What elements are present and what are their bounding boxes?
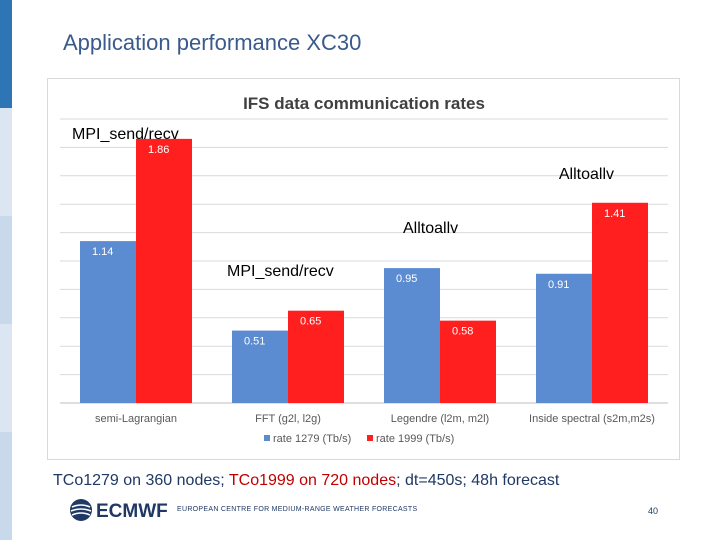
x-tick-label: Legendre (l2m, m2l) xyxy=(391,413,489,425)
bar xyxy=(384,268,440,403)
bar-value-label: 1.86 xyxy=(148,144,169,156)
annotation-alltoallv: Alltoallv xyxy=(403,220,458,237)
x-tick-label: FFT (g2l, l2g) xyxy=(255,413,321,425)
side-band-segment xyxy=(0,432,12,540)
caption: TCo1279 on 360 nodes; TCo1999 on 720 nod… xyxy=(53,472,559,490)
side-band-segment xyxy=(0,0,12,108)
bar xyxy=(288,310,344,403)
caption-rest: ; dt=450s; 48h forecast xyxy=(396,472,560,489)
x-tick-label: Inside spectral (s2m,m2s) xyxy=(529,413,655,425)
slide-title: Application performance XC30 xyxy=(63,30,362,55)
side-band-segment xyxy=(0,216,12,324)
page-number: 40 xyxy=(648,506,659,516)
side-band-segment xyxy=(0,324,12,432)
bar xyxy=(136,138,192,403)
bar-value-label: 1.41 xyxy=(604,208,625,220)
chart-title: IFS data communication rates xyxy=(243,94,485,113)
bar-value-label: 0.58 xyxy=(452,326,473,338)
bar xyxy=(536,273,592,403)
bar-value-label: 0.65 xyxy=(300,316,321,328)
annotation-alltoallv: Alltoallv xyxy=(559,166,614,183)
bar-value-label: 0.91 xyxy=(548,279,569,291)
bar-value-label: 0.51 xyxy=(244,336,265,348)
bar xyxy=(232,330,288,403)
legend-swatch xyxy=(367,435,373,441)
chart-frame: 1.14 1.86 semi-Lagrangian 0.51 0.65 FFT (g2l,… xyxy=(47,78,680,460)
logo-text: ECMWF xyxy=(96,501,168,522)
slide-side-band xyxy=(0,0,12,540)
bar-chart: 1.14 1.86 semi-Lagrangian 0.51 0.65 FFT (g2l,… xyxy=(60,94,668,445)
bar xyxy=(592,202,648,403)
legend-label: rate 1999 (Tb/s) xyxy=(376,433,454,445)
caption-separator: ; xyxy=(220,472,225,489)
legend-swatch xyxy=(264,435,270,441)
caption-part-1: TCo1279 on 360 nodes xyxy=(53,472,221,489)
logo-globe-icon xyxy=(70,499,92,521)
caption-part-2: TCo1999 on 720 nodes xyxy=(228,472,397,489)
x-tick-label: semi-Lagrangian xyxy=(95,413,177,425)
side-band-segment xyxy=(0,108,12,216)
bar xyxy=(80,241,136,403)
bar-value-label: 1.14 xyxy=(92,246,113,258)
footer-text: EUROPEAN CENTRE FOR MEDIUM-RANGE WEATHER… xyxy=(177,506,418,513)
annotation-mpi-send-recv: MPI_send/recv xyxy=(72,126,179,143)
bar xyxy=(440,320,496,403)
legend-label: rate 1279 (Tb/s) xyxy=(273,433,351,445)
annotation-mpi-send-recv: MPI_send/recv xyxy=(227,263,334,280)
ecmwf-logo: ECMWF xyxy=(70,499,168,522)
bar-value-label: 0.95 xyxy=(396,273,417,285)
